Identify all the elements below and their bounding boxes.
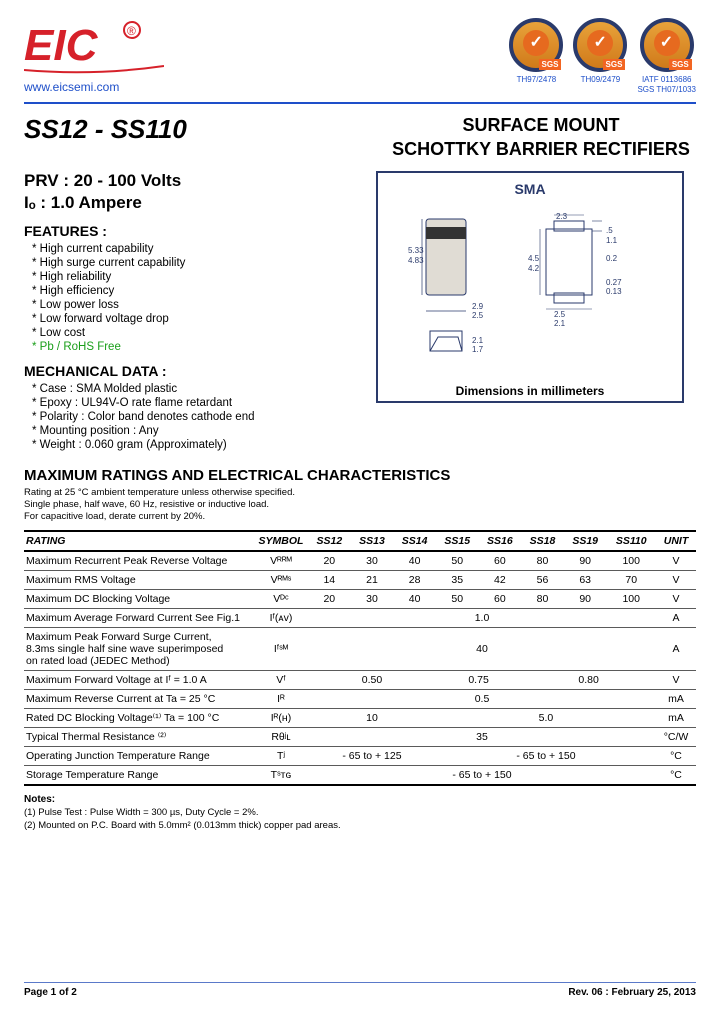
pb-free-item: Pb / RoHS Free <box>32 341 364 353</box>
features-heading: FEATURES : <box>24 223 364 239</box>
col-unit: UNIT <box>656 531 696 551</box>
table-row: Maximum Recurrent Peak Reverse VoltageVᴿ… <box>24 551 696 571</box>
note-1: (1) Pulse Test : Pulse Width = 300 µs, D… <box>24 807 696 818</box>
svg-text:2.1: 2.1 <box>472 336 484 345</box>
header: EIC ® www.eicsemi.com SGS TH97/2478 SGS … <box>24 18 696 94</box>
prv-spec: PRV : 20 - 100 Volts <box>24 171 364 191</box>
logo-block: EIC ® www.eicsemi.com <box>24 18 164 94</box>
mech-item: Case : SMA Molded plastic <box>32 383 364 395</box>
table-row: Rated DC Blocking Voltage⁽¹⁾ Ta = 100 °C… <box>24 708 696 727</box>
feature-item: High efficiency <box>32 285 364 297</box>
cert-badge-2: SGS TH09/2479 <box>573 18 627 94</box>
cert-badges: SGS TH97/2478 SGS TH09/2479 SGS IATF 011… <box>509 18 696 94</box>
svg-text:2.9: 2.9 <box>472 302 484 311</box>
svg-text:2.3: 2.3 <box>556 212 568 221</box>
svg-text:4.2: 4.2 <box>528 264 540 273</box>
revision: Rev. 06 : February 25, 2013 <box>568 987 696 998</box>
part-number: SS12 - SS110 <box>24 114 187 145</box>
ratings-heading: MAXIMUM RATINGS AND ELECTRICAL CHARACTER… <box>24 467 696 484</box>
svg-text:®: ® <box>127 24 136 38</box>
svg-text:0.27: 0.27 <box>606 278 622 287</box>
right-column: SMA 5.33 4.83 2.9 2.5 2.1 1.7 <box>376 171 696 453</box>
header-divider <box>24 102 696 104</box>
notes-heading: Notes: <box>24 794 696 805</box>
io-spec: Iₒ : 1.0 Ampere <box>24 193 364 213</box>
svg-text:1.7: 1.7 <box>472 345 484 354</box>
left-column: PRV : 20 - 100 Volts Iₒ : 1.0 Ampere FEA… <box>24 171 364 453</box>
mechanical-heading: MECHANICAL DATA : <box>24 363 364 379</box>
svg-text:.5: .5 <box>606 226 613 235</box>
page-number: Page 1 of 2 <box>24 987 77 998</box>
diagram-caption: Dimensions in millimeters <box>386 384 674 398</box>
mech-item: Mounting position : Any <box>32 425 364 437</box>
col-rating: RATING <box>24 531 254 551</box>
col-part: SS16 <box>479 531 522 551</box>
cert-badge-3: SGS IATF 0113686 SGS TH07/1033 <box>637 18 696 94</box>
col-part: SS110 <box>606 531 656 551</box>
table-row: Typical Thermal Resistance ⁽²⁾Rθʲʟ35°C/W <box>24 727 696 746</box>
table-row: Maximum Reverse Current at Ta = 25 °CIᴿ0… <box>24 689 696 708</box>
package-drawing: 5.33 4.83 2.9 2.5 2.1 1.7 2.3 <box>386 203 676 373</box>
feature-item: Low cost <box>32 327 364 339</box>
col-part: SS14 <box>393 531 436 551</box>
table-row: Maximum DC Blocking VoltageVᴰᶜ2030405060… <box>24 589 696 608</box>
col-part: SS19 <box>564 531 607 551</box>
table-row: Maximum Forward Voltage at Iᶠ = 1.0 AVᶠ0… <box>24 670 696 689</box>
col-part: SS12 <box>308 531 351 551</box>
feature-item: High current capability <box>32 243 364 255</box>
col-part: SS15 <box>436 531 479 551</box>
svg-text:2.5: 2.5 <box>472 311 484 320</box>
table-row: Maximum RMS VoltageVᴿᴹˢ1421283542566370V <box>24 570 696 589</box>
svg-text:EIC: EIC <box>24 21 99 70</box>
feature-item: Low forward voltage drop <box>32 313 364 325</box>
mech-item: Polarity : Color band denotes cathode en… <box>32 411 364 423</box>
note-2: (2) Mounted on P.C. Board with 5.0mm² (0… <box>24 820 696 831</box>
svg-text:2.5: 2.5 <box>554 310 566 319</box>
features-list: High current capability High surge curre… <box>24 243 364 353</box>
feature-item: High surge current capability <box>32 257 364 269</box>
title-row: SS12 - SS110 SURFACE MOUNT SCHOTTKY BARR… <box>24 114 696 161</box>
feature-item: Low power loss <box>32 299 364 311</box>
mech-item: Weight : 0.060 gram (Approximately) <box>32 439 364 451</box>
table-row: Maximum Average Forward Current See Fig.… <box>24 608 696 627</box>
overview-columns: PRV : 20 - 100 Volts Iₒ : 1.0 Ampere FEA… <box>24 171 696 453</box>
website-url: www.eicsemi.com <box>24 80 164 94</box>
ratings-table: RATING SYMBOL SS12 SS13 SS14 SS15 SS16 S… <box>24 530 696 786</box>
svg-text:0.13: 0.13 <box>606 287 622 296</box>
svg-text:1.1: 1.1 <box>606 236 618 245</box>
svg-text:2.1: 2.1 <box>554 319 566 328</box>
footer: Page 1 of 2 Rev. 06 : February 25, 2013 <box>24 982 696 998</box>
col-part: SS18 <box>521 531 564 551</box>
table-row: Maximum Peak Forward Surge Current,8.3ms… <box>24 627 696 670</box>
mech-item: Epoxy : UL94V-O rate flame retardant <box>32 397 364 409</box>
svg-text:0.2: 0.2 <box>606 254 618 263</box>
svg-text:4.5: 4.5 <box>528 254 540 263</box>
feature-item: High reliability <box>32 271 364 283</box>
product-title: SURFACE MOUNT SCHOTTKY BARRIER RECTIFIER… <box>386 114 696 161</box>
eic-logo: EIC ® <box>24 18 164 78</box>
cert-badge-1: SGS TH97/2478 <box>509 18 563 94</box>
col-symbol: SYMBOL <box>254 531 308 551</box>
col-part: SS13 <box>351 531 394 551</box>
ratings-sub2: Single phase, half wave, 60 Hz, resistiv… <box>24 499 696 510</box>
diagram-title: SMA <box>386 181 674 197</box>
ratings-sub3: For capacitive load, derate current by 2… <box>24 511 696 522</box>
mechanical-list: Case : SMA Molded plastic Epoxy : UL94V-… <box>24 383 364 451</box>
table-row: Operating Junction Temperature RangeTʲ- … <box>24 746 696 765</box>
table-row: Storage Temperature RangeTˢᴛɢ- 65 to + 1… <box>24 765 696 785</box>
ratings-sub1: Rating at 25 °C ambient temperature unle… <box>24 487 696 498</box>
package-diagram: SMA 5.33 4.83 2.9 2.5 2.1 1.7 <box>376 171 684 403</box>
